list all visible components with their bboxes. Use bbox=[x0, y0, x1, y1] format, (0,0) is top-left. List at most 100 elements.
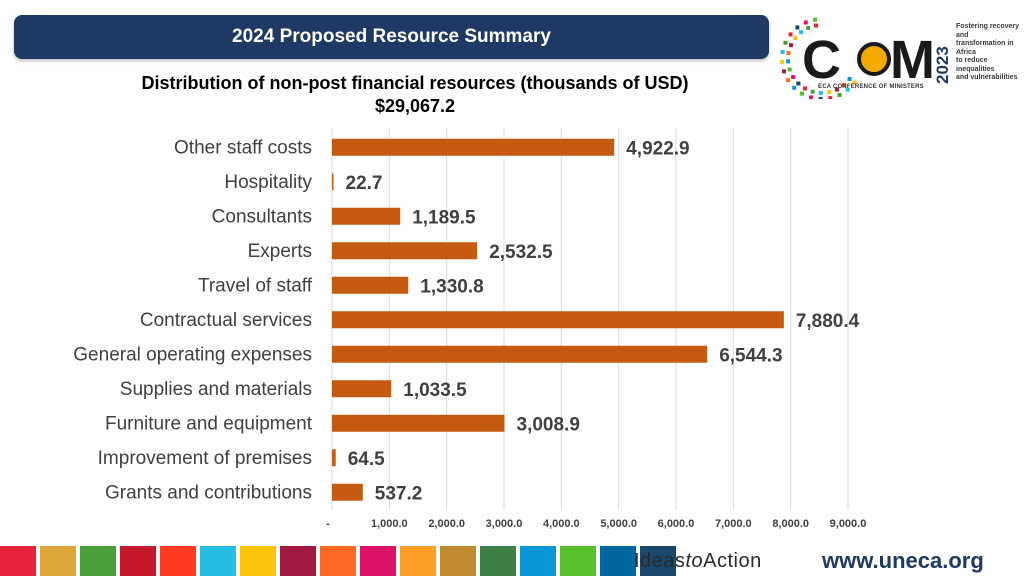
logo-dot bbox=[793, 36, 798, 41]
sdg-color-block bbox=[360, 546, 396, 576]
bar bbox=[332, 173, 334, 191]
logo-tagline: Fostering recovery and transformation in… bbox=[956, 23, 1020, 81]
bar bbox=[332, 276, 409, 294]
logo-letter-c: C bbox=[802, 30, 841, 90]
logo-dot bbox=[788, 32, 793, 37]
sdg-color-block bbox=[120, 546, 156, 576]
sdg-color-block bbox=[520, 546, 556, 576]
sdg-color-strip bbox=[0, 546, 676, 576]
logo-dot bbox=[818, 90, 823, 95]
logo-dot bbox=[786, 51, 791, 56]
logo-dot bbox=[796, 81, 801, 86]
bar bbox=[332, 414, 505, 432]
data-label: 64.5 bbox=[348, 449, 385, 470]
category-label: Improvement of premises bbox=[98, 448, 312, 469]
category-label: Supplies and materials bbox=[120, 379, 312, 400]
logo-dot bbox=[814, 23, 819, 28]
sdg-color-block bbox=[200, 546, 236, 576]
category-label: Contractual services bbox=[140, 310, 312, 331]
logo-dot bbox=[806, 25, 811, 30]
chart-title: Distribution of non-post financial resou… bbox=[141, 73, 689, 93]
bar bbox=[332, 138, 615, 156]
page-title: 2024 Proposed Resource Summary bbox=[232, 26, 551, 47]
logo-year: 2023 bbox=[933, 46, 952, 84]
data-label: 3,008.9 bbox=[517, 414, 580, 435]
category-label: Furniture and equipment bbox=[105, 413, 313, 434]
x-tick-label: 5,000.0 bbox=[600, 518, 637, 530]
data-label: 6,544.3 bbox=[719, 345, 782, 366]
data-label: 22.7 bbox=[346, 173, 383, 194]
header-bar: 2024 Proposed Resource Summary bbox=[14, 15, 769, 59]
bar bbox=[332, 311, 784, 329]
com-logo: C M 2023 bbox=[780, 17, 952, 99]
sdg-color-block bbox=[480, 546, 516, 576]
sdg-color-block bbox=[560, 546, 596, 576]
data-label: 1,330.8 bbox=[420, 276, 483, 297]
logo-dot bbox=[852, 80, 857, 85]
logo-dot bbox=[818, 96, 823, 99]
logo-dot bbox=[788, 43, 793, 48]
x-tick-label: - bbox=[326, 518, 330, 530]
website-url[interactable]: www.uneca.org bbox=[822, 548, 984, 573]
logo-dot bbox=[787, 67, 792, 72]
logo-dot bbox=[780, 59, 785, 64]
x-tick-label: 6,000.0 bbox=[658, 518, 695, 530]
x-tick-label: 9,000.0 bbox=[830, 518, 867, 530]
x-tick-label: 7,000.0 bbox=[715, 518, 752, 530]
logo-dot bbox=[791, 75, 796, 80]
chart-heading: Distribution of non-post financial resou… bbox=[70, 72, 760, 118]
logo-dot bbox=[847, 76, 852, 81]
data-label: 7,880.4 bbox=[796, 311, 860, 332]
logo-dot bbox=[792, 85, 797, 90]
logo-dot bbox=[827, 90, 832, 95]
x-tick-label: 2,000.0 bbox=[428, 518, 465, 530]
sdg-color-block bbox=[240, 546, 276, 576]
logo-dot bbox=[786, 78, 791, 83]
logo-dot bbox=[795, 25, 800, 30]
logo-dot bbox=[803, 20, 808, 25]
sdg-color-block bbox=[160, 546, 196, 576]
sdg-color-block bbox=[440, 546, 476, 576]
sdg-color-block bbox=[400, 546, 436, 576]
sdg-color-block bbox=[600, 546, 636, 576]
ideas-to-action-logo: IdeastoAction bbox=[634, 550, 762, 572]
logo-dot bbox=[808, 95, 813, 99]
logo-dot bbox=[800, 91, 804, 96]
logo-dot bbox=[786, 59, 791, 64]
x-axis-ticks: - 1,000.0 2,000.0 3,000.0 4,000.0 5,000.0 6,00… bbox=[326, 518, 866, 530]
logo-dot bbox=[783, 40, 788, 45]
category-label: Travel of staff bbox=[198, 275, 313, 296]
category-labels: Other staff costs Hospitality Consultants E… bbox=[73, 137, 312, 503]
logo-org-name: ECA CONFERENCE OF MINISTERS bbox=[818, 84, 924, 90]
bar-chart: Other staff costs Hospitality Consultants E… bbox=[73, 128, 866, 530]
logo-dot bbox=[813, 17, 818, 22]
logo-dot bbox=[803, 86, 807, 91]
logo-dot bbox=[841, 83, 846, 88]
sdg-color-block bbox=[280, 546, 316, 576]
bar bbox=[332, 207, 401, 225]
logo-letter-m: M bbox=[890, 30, 935, 90]
category-label: Consultants bbox=[212, 206, 312, 227]
data-label: 4,922.9 bbox=[626, 138, 689, 159]
logo-dot bbox=[828, 96, 833, 99]
sdg-color-block bbox=[640, 546, 676, 576]
x-tick-label: 8,000.0 bbox=[772, 518, 809, 530]
sdg-color-block bbox=[40, 546, 76, 576]
bar bbox=[332, 380, 392, 398]
bar bbox=[332, 449, 336, 467]
x-tick-label: 3,000.0 bbox=[486, 518, 523, 530]
bar bbox=[332, 242, 478, 260]
chart-subtitle: $29,067.2 bbox=[374, 96, 456, 116]
logo-dot bbox=[845, 87, 850, 92]
chart-bars bbox=[332, 138, 784, 501]
value-labels: 4,922.9 22.7 1,189.5 2,532.5 1,330.8 7,880.4 6… bbox=[346, 138, 860, 504]
logo-dot bbox=[799, 30, 804, 35]
logo-dot bbox=[780, 50, 785, 55]
sdg-color-block bbox=[80, 546, 116, 576]
logo-dot bbox=[781, 69, 786, 74]
logo-globe-icon bbox=[857, 42, 891, 76]
logo-dot bbox=[837, 92, 842, 97]
data-label: 537.2 bbox=[375, 483, 423, 504]
category-label: Hospitality bbox=[224, 172, 312, 193]
logo-dot bbox=[834, 87, 839, 92]
